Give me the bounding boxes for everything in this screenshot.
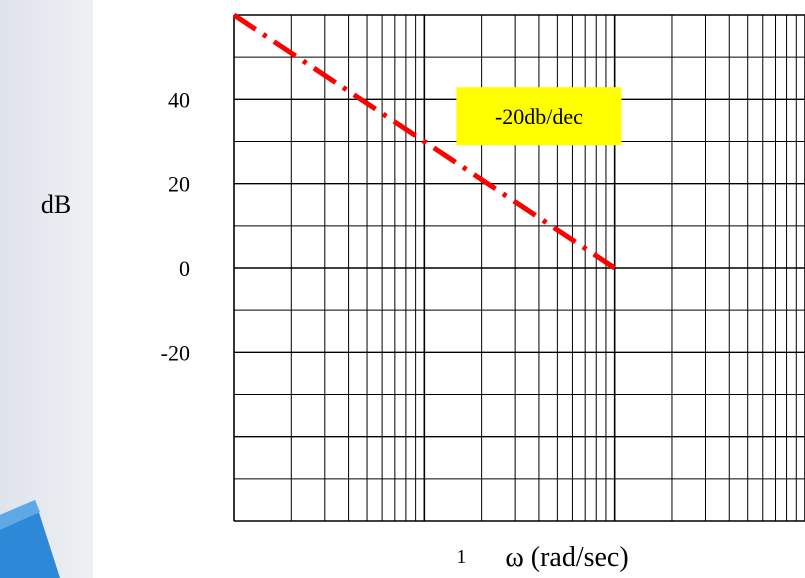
- x-tick-labels: 1: [456, 546, 466, 568]
- corner-accent-shape: [0, 500, 60, 578]
- annotation-layer: -20db/dec: [456, 87, 622, 146]
- series-layer: [232, 12, 617, 271]
- slope-annotation-box: [456, 87, 622, 146]
- y-tick-label: -20: [161, 340, 190, 365]
- x-tick-label: 1: [456, 546, 466, 568]
- slide-sidebar: [0, 0, 93, 578]
- y-tick-label: 0: [179, 256, 190, 281]
- y-tick-labels: 40 20 0 -20: [161, 87, 190, 365]
- grid-lines: [233, 14, 805, 522]
- slope-annotation-text: -20db/dec: [495, 104, 583, 129]
- x-axis-label: ω (rad/sec): [505, 542, 628, 573]
- asymptote-line: [232, 12, 617, 271]
- y-tick-label: 20: [168, 172, 190, 197]
- y-tick-label: 40: [168, 87, 190, 112]
- y-axis-label: dB: [41, 190, 71, 219]
